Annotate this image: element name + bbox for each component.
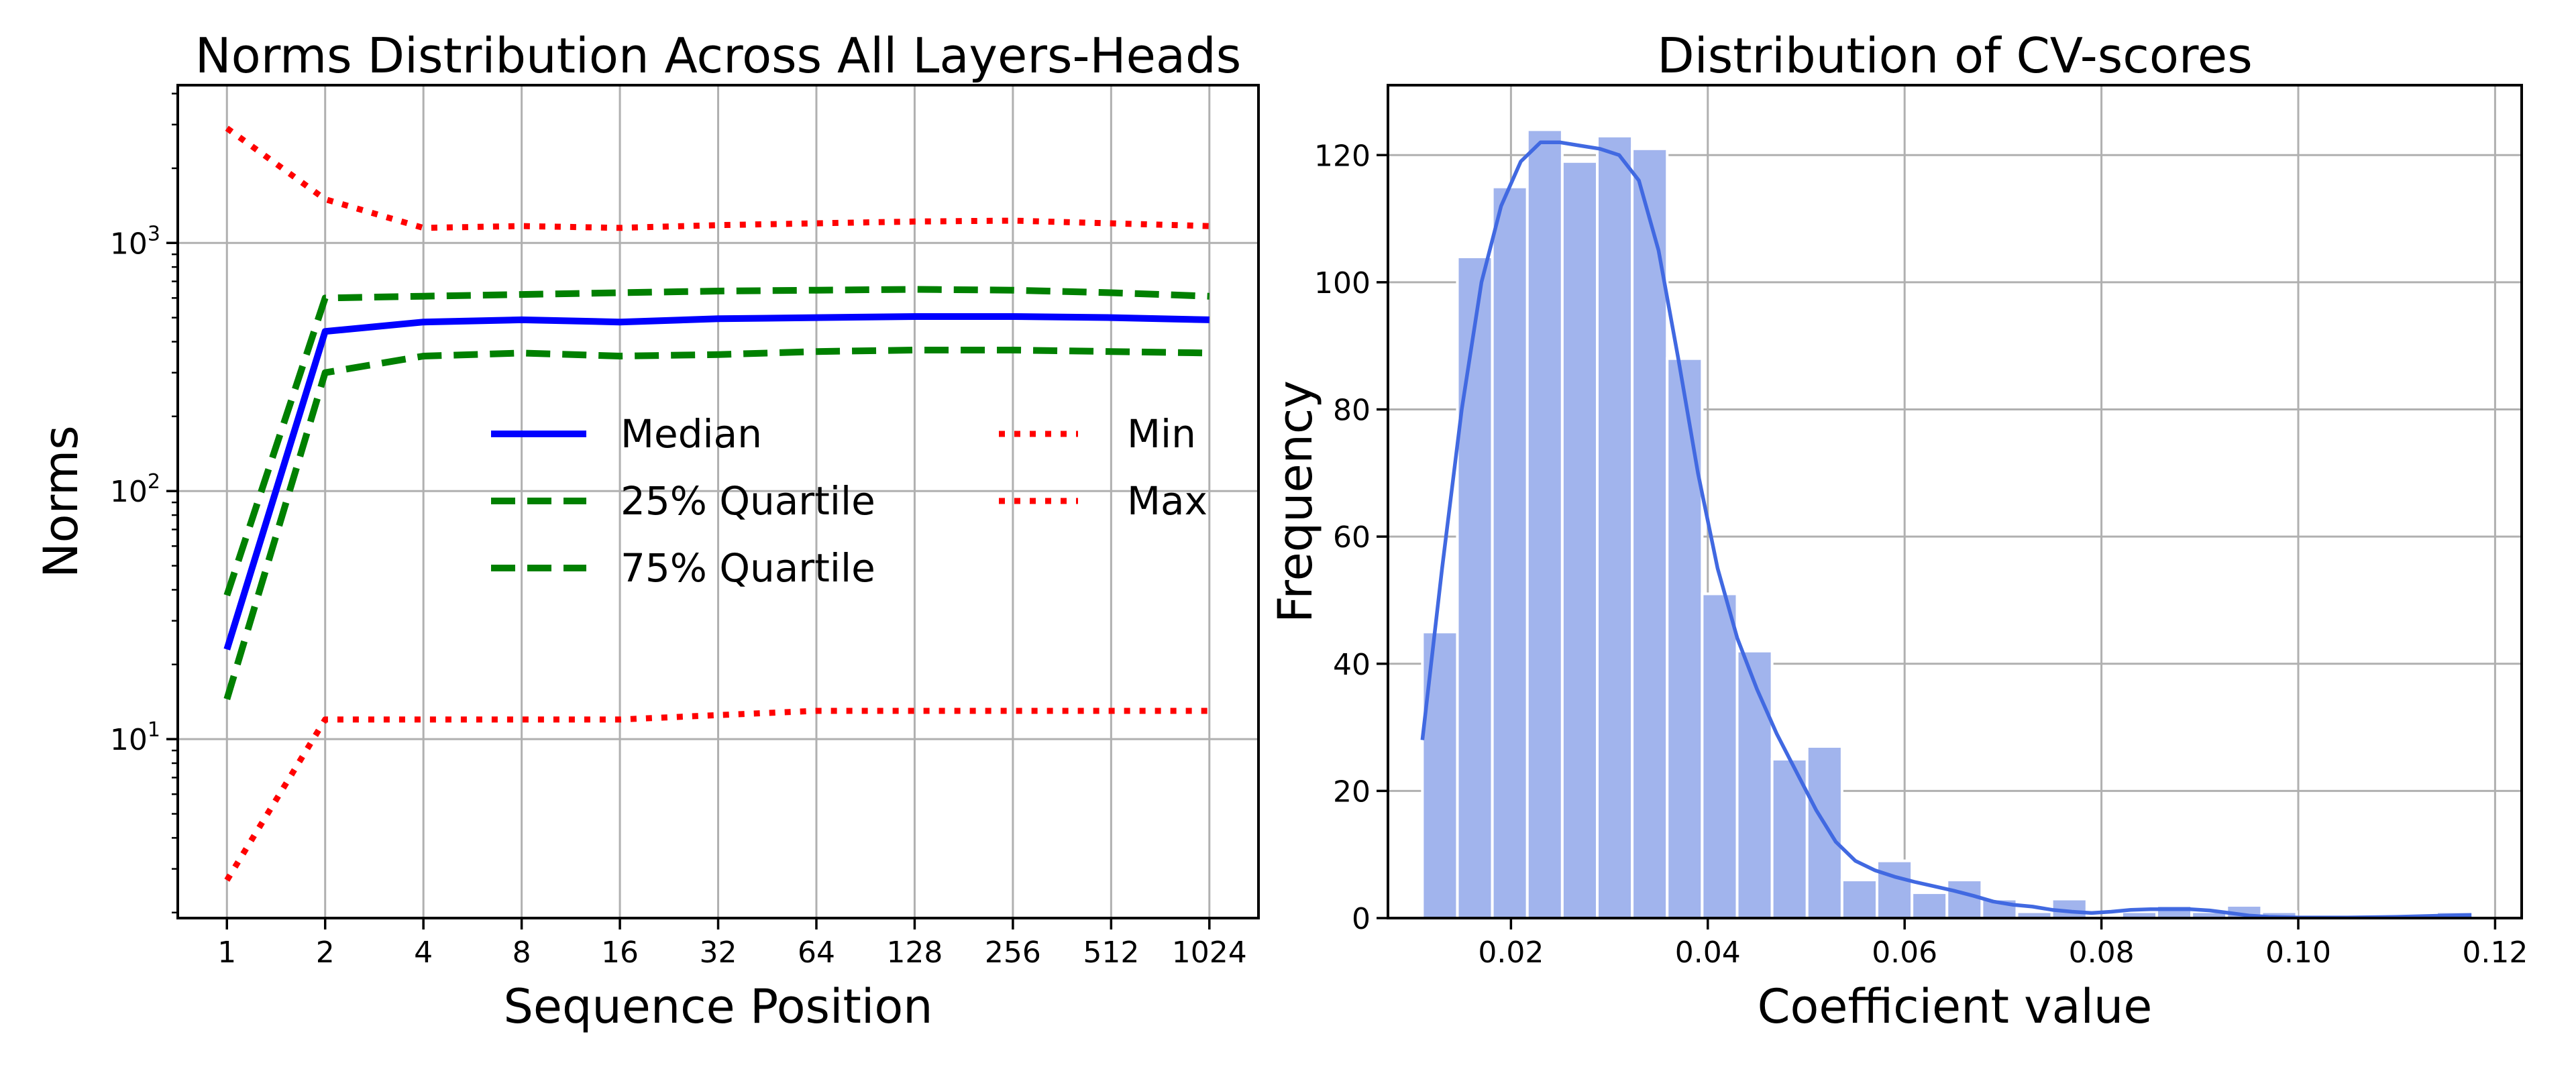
x-tick-label: 0.10 bbox=[2265, 936, 2331, 970]
histogram-bar bbox=[1911, 891, 1949, 919]
plot-frame bbox=[176, 84, 1260, 919]
tick-exponent: 3 bbox=[148, 222, 160, 245]
x-tick-label: 32 bbox=[700, 936, 737, 970]
x-tick-label: 512 bbox=[1083, 936, 1139, 970]
histogram-bar bbox=[1595, 134, 1634, 920]
y-tick-label: 120 bbox=[1314, 139, 1371, 173]
x-tick-label: 128 bbox=[886, 936, 943, 970]
chart-title: Norms Distribution Across All Layers-Hea… bbox=[195, 27, 1241, 84]
tick-base: 10 bbox=[110, 723, 148, 757]
legend-item: Max bbox=[999, 478, 1208, 524]
y-tick-label: 102 bbox=[110, 470, 160, 509]
legend-label: 25% Quartile bbox=[621, 478, 875, 524]
x-tick-label: 0.02 bbox=[1478, 936, 1544, 970]
x-tick-label: 0.04 bbox=[1675, 936, 1741, 970]
x-tick-label: 64 bbox=[798, 936, 835, 970]
legend-item: Median bbox=[491, 411, 762, 457]
x-tick-label: 1024 bbox=[1172, 936, 1247, 970]
x-tick-label: 4 bbox=[414, 936, 433, 970]
y-tick-label: 60 bbox=[1333, 520, 1371, 555]
x-tick-label: 256 bbox=[985, 936, 1041, 970]
x-axis-label: Coefficient value bbox=[1758, 979, 2153, 1034]
y-tick-label: 101 bbox=[110, 718, 160, 757]
legend-label: Median bbox=[621, 411, 762, 457]
tick-exponent: 2 bbox=[148, 470, 160, 494]
legend-item: Min bbox=[999, 411, 1196, 457]
legend-label: Max bbox=[1127, 478, 1208, 524]
kde-curve bbox=[1420, 140, 2472, 919]
y-tick-label: 100 bbox=[1314, 266, 1371, 300]
legend-item: 75% Quartile bbox=[491, 545, 875, 591]
y-axis-label: Frequency bbox=[1268, 380, 1323, 623]
legend-item: 25% Quartile bbox=[491, 478, 875, 524]
tick-base: 10 bbox=[110, 475, 148, 509]
histogram-bar bbox=[1945, 879, 1984, 919]
x-tick-label: 0.12 bbox=[2462, 936, 2528, 970]
plot-frame bbox=[1387, 84, 2523, 919]
x-tick-label: 2 bbox=[316, 936, 335, 970]
histogram-bar bbox=[1701, 592, 1739, 919]
y-tick-label: 20 bbox=[1333, 775, 1371, 809]
x-tick-label: 8 bbox=[513, 936, 531, 970]
tick-exponent: 1 bbox=[148, 718, 160, 742]
series-line-75-quartile bbox=[223, 347, 1210, 700]
y-axis-label: Norms bbox=[34, 425, 89, 577]
x-tick-label: 1 bbox=[217, 936, 236, 970]
series-line-median bbox=[223, 313, 1210, 651]
histogram-bar bbox=[1456, 255, 1494, 919]
histogram-bar bbox=[1735, 649, 1774, 919]
y-tick-label: 0 bbox=[1352, 902, 1371, 936]
chart-title: Distribution of CV-scores bbox=[1657, 27, 2252, 84]
histogram-bar bbox=[1805, 745, 1843, 919]
histogram-bar bbox=[1666, 357, 1704, 919]
x-tick-label: 16 bbox=[601, 936, 639, 970]
histogram-bar bbox=[2155, 904, 2194, 920]
y-tick-label: 80 bbox=[1333, 394, 1371, 428]
x-axis-label: Sequence Position bbox=[503, 979, 932, 1034]
legend-label: Min bbox=[1127, 411, 1196, 457]
x-tick-label: 0.06 bbox=[1872, 936, 1937, 970]
norms-line-chart: 1 2 4 8 16 32 64 128 256 512 1024101102103Median25… bbox=[34, 27, 1260, 1034]
y-tick-label: 103 bbox=[110, 222, 160, 261]
series-line-25-quartile bbox=[223, 286, 1210, 597]
legend-label: 75% Quartile bbox=[621, 545, 875, 591]
histogram-bar bbox=[1560, 160, 1599, 919]
cv-histogram-chart: 0.02 0.04 0.06 0.08 0.10 0.12 0 20 40 60 80 100 120 D… bbox=[1268, 27, 2528, 1034]
histogram-bar bbox=[1840, 879, 1879, 919]
y-tick-label: 40 bbox=[1333, 648, 1371, 682]
legend: Median 25% Quartile 75% Quartile Min Max bbox=[491, 411, 1208, 591]
x-tick-label: 0.08 bbox=[2069, 936, 2135, 970]
histogram-bar bbox=[1876, 859, 1914, 919]
histogram-bar bbox=[1421, 630, 1459, 919]
tick-base: 10 bbox=[110, 227, 148, 261]
histogram-bar bbox=[1525, 128, 1564, 919]
series-line-max bbox=[225, 125, 1210, 231]
histogram-bar bbox=[1491, 185, 1529, 919]
